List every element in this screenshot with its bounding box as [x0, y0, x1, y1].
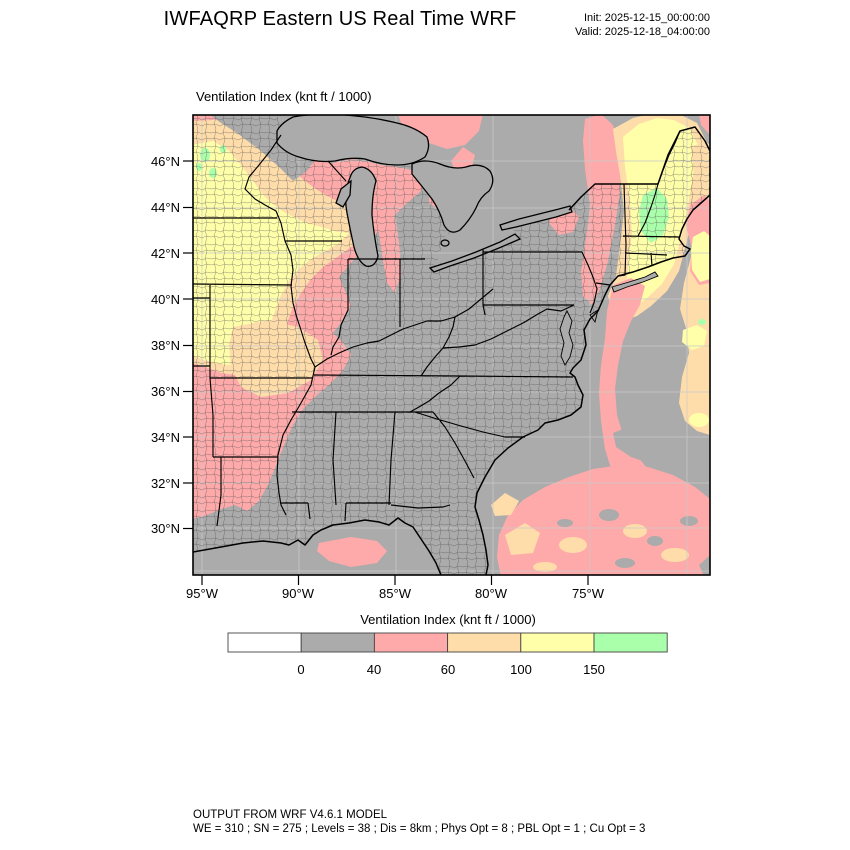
- colorbar-cell: [300, 632, 375, 653]
- lake-st-clair: [440, 239, 450, 247]
- colorbar-cell: [373, 632, 449, 653]
- lon-tick-label: 85°W: [379, 586, 411, 601]
- lon-tick-label: 95°W: [186, 586, 218, 601]
- colorbar-tick-label: 150: [583, 662, 605, 677]
- lon-tick-label: 80°W: [475, 586, 507, 601]
- lake-michigan: [345, 166, 379, 267]
- state-boundaries: [193, 130, 681, 527]
- map-canvas: [193, 115, 710, 575]
- run-time-info: Init: 2025-12-15_00:00:00 Valid: 2025-12…: [470, 11, 710, 39]
- lat-tick-label: 40°N: [150, 292, 180, 307]
- model-info: OUTPUT FROM WRF V4.6.1 MODEL WE = 310 ; …: [193, 808, 645, 836]
- lat-tick-label: 44°N: [150, 200, 180, 215]
- lat-tick-label: 46°N: [150, 154, 180, 169]
- canada-border: [568, 126, 710, 211]
- lat-tick-label: 32°N: [150, 476, 180, 491]
- green-bay: [335, 179, 352, 208]
- init-time: Init: 2025-12-15_00:00:00: [584, 12, 710, 24]
- map-variable-label: Ventilation Index (knt ft / 1000): [196, 89, 372, 104]
- colorbar-tick-label: 40: [366, 662, 382, 677]
- lon-tick-label: 75°W: [572, 586, 604, 601]
- long-island: [611, 271, 659, 293]
- lat-tick-label: 38°N: [150, 338, 180, 353]
- colorbar-cell: [520, 632, 595, 653]
- lake-erie: [428, 233, 522, 273]
- lake-superior: [276, 115, 430, 166]
- lon-tick-label: 90°W: [282, 586, 314, 601]
- lat-tick-label: 34°N: [150, 430, 180, 445]
- lake-huron: [411, 160, 494, 233]
- colorbar-tick-label: 60: [440, 662, 456, 677]
- colorbar-title: Ventilation Index (knt ft / 1000): [360, 612, 536, 627]
- model-info-line2: WE = 310 ; SN = 275 ; Levels = 38 ; Dis …: [193, 823, 646, 835]
- colorbar-cell: [227, 632, 302, 653]
- chesapeake-bay: [559, 309, 574, 366]
- colorbar-tick-label: 100: [510, 662, 532, 677]
- coastline: [193, 194, 710, 575]
- lat-tick-label: 42°N: [150, 246, 180, 261]
- great-lakes: [276, 115, 573, 273]
- colorbar: [227, 632, 668, 653]
- colorbar-cell: [593, 632, 668, 653]
- lake-ontario: [499, 205, 573, 231]
- lat-tick-label: 36°N: [150, 384, 180, 399]
- colorbar-tick-label: 0: [297, 662, 305, 677]
- colorbar-cell: [447, 632, 522, 653]
- valid-time: Valid: 2025-12-18_04:00:00: [575, 26, 710, 38]
- lat-tick-label: 30°N: [150, 521, 180, 536]
- axis-ticks: [183, 160, 589, 585]
- model-info-line1: OUTPUT FROM WRF V4.6.1 MODEL: [193, 809, 388, 821]
- page-title: IWFAQRP Eastern US Real Time WRF: [163, 8, 517, 30]
